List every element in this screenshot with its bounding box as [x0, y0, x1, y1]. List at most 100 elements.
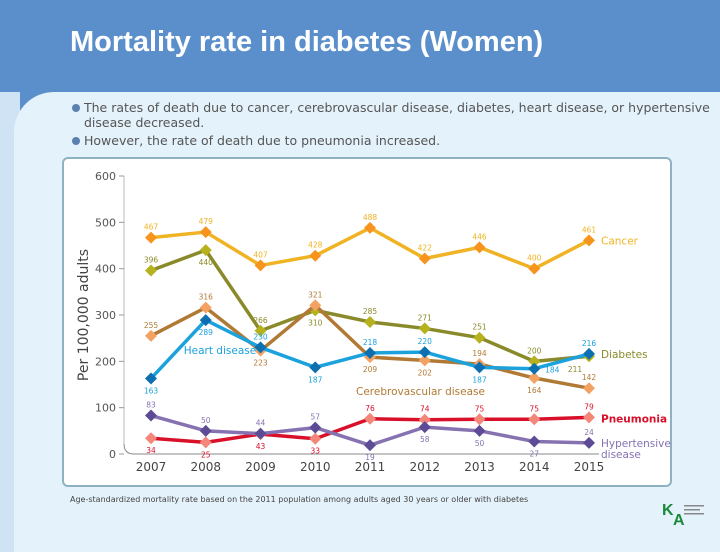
data-point [583, 347, 595, 360]
line-chart: 0 100 200 300 400 500 600 2007 2008 2009 2010 2011 2… [76, 170, 671, 474]
data-point [418, 322, 431, 335]
data-label: 316 [199, 293, 214, 302]
bullet-icon [72, 104, 80, 112]
data-point [309, 361, 322, 374]
data-label: 58 [420, 435, 430, 444]
data-point [528, 362, 541, 375]
series-label: Diabetes [601, 349, 648, 361]
series-label: disease [601, 449, 641, 461]
bullet-text: The rates of death due to cancer, cerebr… [84, 100, 710, 130]
data-label: 220 [418, 337, 433, 346]
x-tick-label: 2009 [245, 460, 276, 474]
y-tick-label: 200 [95, 355, 116, 368]
data-label: 83 [146, 401, 156, 410]
x-tick-label: 2014 [519, 460, 550, 474]
data-label: 488 [363, 213, 378, 222]
data-label: 209 [363, 365, 378, 374]
data-label: 255 [144, 321, 159, 330]
data-label: 57 [310, 413, 320, 422]
x-tick-label: 2012 [409, 460, 440, 474]
y-tick-label: 500 [95, 216, 116, 229]
data-label: 230 [253, 332, 268, 341]
data-point [199, 226, 212, 239]
data-label: 164 [527, 386, 542, 395]
x-tick-label: 2015 [574, 460, 605, 474]
series-label: Pneumonia [601, 413, 667, 425]
data-point [473, 424, 486, 437]
data-label: 184 [545, 366, 560, 375]
y-tick-label: 0 [109, 448, 116, 461]
bullet-list: The rates of death due to cancer, cerebr… [72, 100, 720, 151]
data-point [473, 361, 486, 374]
y-tick-label: 300 [95, 309, 116, 322]
data-point [364, 221, 376, 234]
data-label: 19 [365, 453, 375, 462]
svg-text:K: K [662, 502, 674, 519]
data-label: 25 [201, 450, 211, 459]
footnote: Age-standardized mortality rate based on… [70, 495, 529, 504]
data-label: 75 [475, 404, 485, 413]
data-label: 202 [418, 368, 433, 377]
slide-title: Mortality rate in diabetes (Women) [70, 26, 544, 58]
data-label: 76 [365, 404, 375, 413]
data-point [199, 301, 212, 314]
data-point [418, 252, 431, 265]
data-point [309, 299, 322, 312]
data-label: 321 [308, 290, 323, 299]
data-label: 163 [144, 386, 159, 395]
x-tick-label: 2010 [300, 460, 331, 474]
data-point [364, 412, 376, 425]
series-label: Cerebrovascular disease [356, 386, 485, 398]
data-label: 461 [582, 225, 597, 234]
data-point [199, 314, 212, 327]
data-label: 79 [584, 402, 594, 411]
data-label: 223 [253, 359, 268, 368]
y-axis-label: Per 100,000 adults [76, 249, 92, 381]
data-point [528, 262, 541, 275]
data-label: 285 [363, 307, 378, 316]
data-point [418, 354, 431, 367]
data-label: 34 [146, 446, 156, 455]
kda-logo: K A [662, 502, 704, 527]
data-label: 400 [527, 254, 542, 263]
data-label: 142 [582, 373, 597, 382]
bullet-text: However, the rate of death due to pneumo… [84, 133, 441, 148]
data-point [583, 411, 595, 424]
data-point [254, 427, 267, 440]
data-point [528, 435, 541, 448]
data-point [145, 409, 157, 422]
data-point [528, 413, 541, 426]
data-label: 310 [308, 318, 323, 327]
data-label: 216 [582, 339, 597, 348]
data-point [364, 346, 376, 359]
data-point [473, 241, 486, 254]
data-label: 251 [472, 323, 487, 332]
data-label: 271 [418, 313, 433, 322]
series-label: Hypertensive [601, 438, 671, 450]
data-label: 194 [472, 349, 487, 358]
data-label: 33 [310, 447, 320, 456]
data-label: 289 [199, 328, 214, 337]
bullet-icon [72, 137, 80, 145]
series-line-cancer [150, 226, 590, 271]
data-label: 27 [529, 449, 539, 458]
data-label: 44 [256, 419, 266, 428]
data-label: 428 [308, 241, 323, 250]
data-label: 266 [253, 316, 268, 325]
data-label: 50 [475, 439, 485, 448]
data-label: 218 [363, 338, 378, 347]
x-tick-label: 2013 [464, 460, 495, 474]
series-label: Cancer [601, 235, 639, 247]
data-label: 407 [253, 250, 268, 259]
data-point [199, 436, 212, 449]
series-label: Heart disease [184, 345, 256, 357]
data-label: 479 [199, 217, 214, 226]
data-point [583, 382, 595, 395]
data-label: 75 [529, 404, 539, 413]
data-label: 422 [418, 243, 433, 252]
data-point [528, 372, 541, 385]
data-label: 467 [144, 223, 159, 232]
data-point [145, 432, 157, 445]
data-point [145, 372, 157, 385]
data-label: 24 [584, 428, 594, 437]
